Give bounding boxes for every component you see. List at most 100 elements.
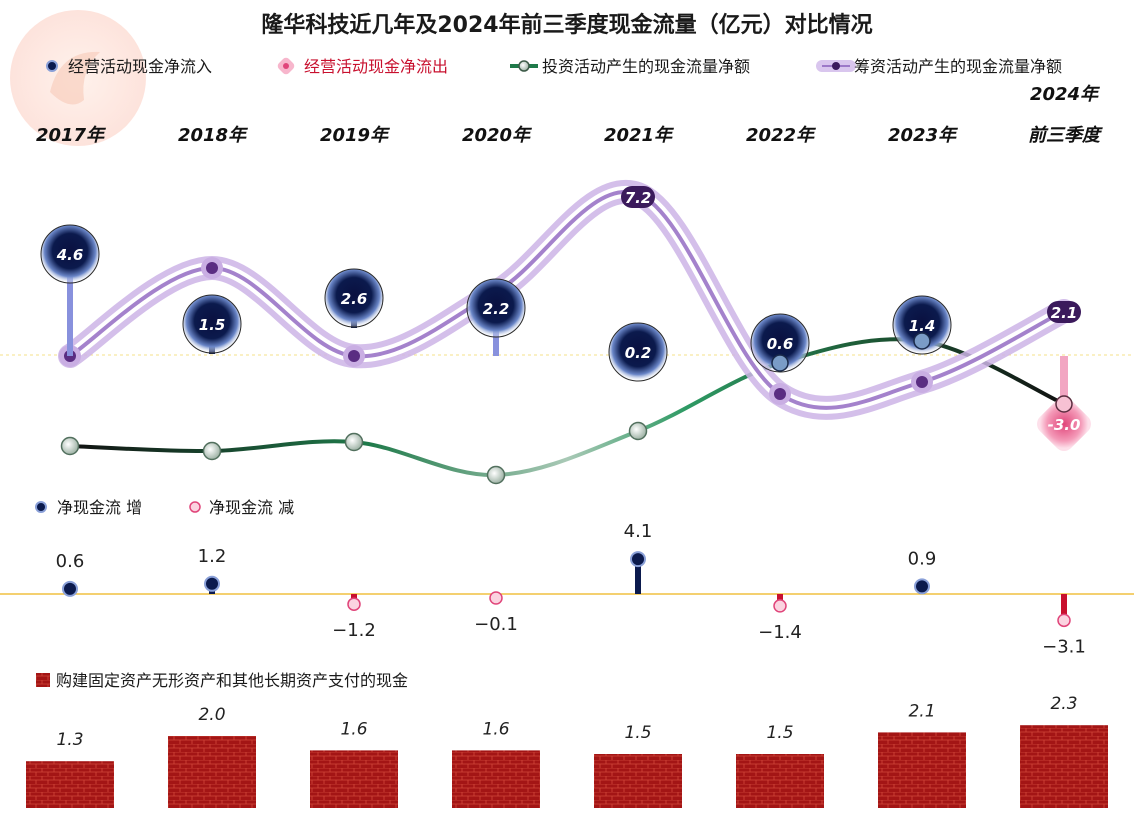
finance-point <box>916 376 928 388</box>
capex-bars: 1.3 2.0 1.6 1.6 1.5 1.5 2.1 2.3 <box>26 694 1108 808</box>
capex-bar <box>26 761 114 808</box>
finance-line <box>68 189 1065 410</box>
invest-point <box>1055 395 1073 413</box>
net-point <box>347 597 361 611</box>
op-in-bubble <box>750 313 810 373</box>
finance-label-bg <box>1047 301 1081 323</box>
year-label-line1: 2024年 <box>1030 84 1101 105</box>
net-point <box>489 591 503 605</box>
invest-point <box>202 441 222 461</box>
capex-bar <box>594 754 682 808</box>
finance-point <box>348 350 360 362</box>
net-cashflow-series: 0.6 1.2 −1.2 −0.1 4.1 −1.4 0.9 −3.1 <box>56 521 1086 657</box>
net-label: −1.2 <box>332 620 376 641</box>
invest-legend-icon <box>518 60 530 72</box>
legend-finance: 筹资活动产生的现金流量净额 <box>854 57 1062 76</box>
capex-label: 2.0 <box>198 705 225 725</box>
op-in-label: 1.5 <box>199 316 226 334</box>
net-down-legend-icon <box>189 501 201 513</box>
net-point <box>630 551 646 568</box>
year-label: 2020年 <box>462 125 533 146</box>
capex-bar <box>1020 725 1108 808</box>
capex-label: 2.3 <box>1050 694 1077 714</box>
op-in-stem <box>67 254 73 356</box>
invest-point <box>771 354 789 372</box>
capex-label: 1.6 <box>340 719 367 739</box>
top-legend: 经营活动现金净流入 经营活动现金净流出 投资活动产生的现金流量净额 筹资活动产生… <box>46 57 1062 76</box>
op-in-label: 4.6 <box>56 246 84 264</box>
finance-point <box>206 262 218 274</box>
capex-label: 1.5 <box>624 723 651 743</box>
net-label: 0.6 <box>56 551 85 572</box>
capex-label: 2.1 <box>908 701 935 721</box>
net-stem <box>635 559 641 594</box>
op-in-bubble <box>892 295 952 355</box>
op-out-stem <box>1060 356 1068 406</box>
op-out-marker <box>1037 397 1091 451</box>
watermark-logo <box>10 10 146 146</box>
year-label: 2021年 <box>604 125 675 146</box>
year-label: 2019年 <box>320 125 391 146</box>
legend-capex: 购建固定资产无形资产和其他长期资产支付的现金 <box>56 671 408 690</box>
op-in-bubble <box>182 294 242 354</box>
op-in-label: 2.6 <box>341 290 368 308</box>
op-out-label: -3.0 <box>1048 416 1081 434</box>
op-in-legend-icon <box>46 60 58 72</box>
net-label: −3.1 <box>1042 636 1086 657</box>
year-label: 2017年 <box>36 125 107 146</box>
op-in-bubble <box>40 224 100 284</box>
year-label: 2018年 <box>178 125 249 146</box>
net-point <box>62 580 78 597</box>
net-point <box>204 575 220 592</box>
finance-label: 7.2 <box>625 189 652 207</box>
invest-point <box>60 436 80 456</box>
capex-label: 1.3 <box>56 730 83 750</box>
capex-label: 1.5 <box>766 723 793 743</box>
capex-bar <box>168 736 256 808</box>
finance-point <box>774 388 786 400</box>
net-stem <box>1061 594 1067 621</box>
capex-bar <box>736 754 824 808</box>
capex-label: 1.6 <box>482 719 509 739</box>
year-label: 2023年 <box>888 125 959 146</box>
op-in-bubble <box>324 268 384 328</box>
finance-label-bg <box>621 186 655 208</box>
invest-point <box>628 421 648 441</box>
net-point <box>773 599 787 613</box>
op-in-bubble <box>608 322 668 382</box>
chart-title: 隆华科技近几年及2024年前三季度现金流量（亿元）对比情况 <box>261 12 872 38</box>
net-label: −0.1 <box>474 614 518 635</box>
op-in-bubble <box>466 278 526 338</box>
legend-invest: 投资活动产生的现金流量净额 <box>542 57 750 76</box>
op-in-label: 0.6 <box>767 335 794 353</box>
net-label: 1.2 <box>198 546 227 567</box>
legend-op-in: 经营活动现金净流入 <box>68 57 212 76</box>
net-legend: 净现金流 增 净现金流 减 <box>35 498 294 517</box>
operating-series: 4.6 1.5 2.6 2.2 0.2 0.6 1.4 -3.0 <box>40 224 1091 451</box>
legend-op-out: 经营活动现金净流出 <box>304 57 448 76</box>
op-in-label: 1.4 <box>909 317 936 335</box>
op-in-label: 0.2 <box>625 344 652 362</box>
invest-series <box>60 337 1065 485</box>
finance-label: 2.1 <box>1051 304 1078 322</box>
invest-point <box>913 332 931 350</box>
year-label-line2: 前三季度 <box>1028 125 1103 146</box>
capex-legend-icon <box>36 673 50 687</box>
legend-net-down: 净现金流 减 <box>209 498 294 517</box>
invest-point <box>486 465 506 485</box>
net-label: 4.1 <box>624 521 653 542</box>
net-label: −1.4 <box>758 622 802 643</box>
capex-legend: 购建固定资产无形资产和其他长期资产支付的现金 <box>36 671 408 690</box>
capex-bar <box>878 732 966 808</box>
finance-legend-icon <box>832 62 840 70</box>
net-up-legend-icon <box>35 501 47 513</box>
net-label: 0.9 <box>908 548 937 569</box>
capex-bar <box>452 750 540 808</box>
capex-bar <box>310 750 398 808</box>
year-label: 2022年 <box>746 125 817 146</box>
net-point <box>914 578 930 595</box>
net-point <box>1057 613 1071 628</box>
year-labels: 2017年 2018年 2019年 2020年 2021年 2022年 2023年 2024年… <box>36 84 1103 146</box>
op-in-label: 2.2 <box>483 300 510 318</box>
